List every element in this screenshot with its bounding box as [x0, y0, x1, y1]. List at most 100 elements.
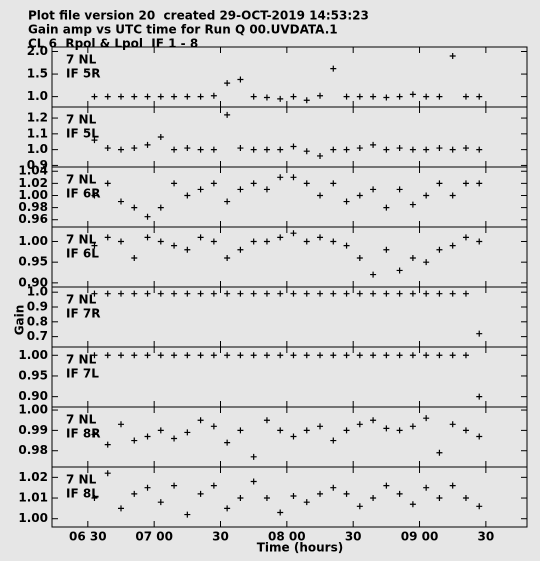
if-label: IF 8R [66, 427, 100, 441]
data-point [263, 94, 270, 101]
data-point [317, 490, 324, 497]
data-point [383, 94, 390, 101]
data-point [476, 93, 483, 100]
data-point [91, 242, 98, 249]
data-point [157, 499, 164, 506]
y-tick-label: 0.98 [18, 443, 48, 457]
data-point [449, 290, 456, 297]
data-point [144, 213, 151, 220]
data-point [317, 192, 324, 199]
y-tick-label: 1.01 [18, 491, 48, 505]
data-point [144, 141, 151, 148]
data-point [330, 484, 337, 491]
data-point [290, 174, 297, 181]
data-point [409, 91, 416, 98]
data-point [462, 290, 469, 297]
data-point [277, 352, 284, 359]
data-point [197, 352, 204, 359]
y-tick-label: 0.90 [18, 389, 48, 403]
data-point [237, 290, 244, 297]
data-point [131, 490, 138, 497]
data-point [303, 97, 310, 104]
data-point [290, 352, 297, 359]
y-tick-label: 1.5 [27, 67, 48, 81]
data-point [250, 146, 257, 153]
data-point [224, 111, 231, 118]
data-point [396, 290, 403, 297]
data-point [423, 259, 430, 266]
data-point [423, 484, 430, 491]
data-point [436, 290, 443, 297]
y-tick-label: 1.0 [27, 142, 48, 156]
data-point [91, 495, 98, 502]
data-point [330, 352, 337, 359]
data-point [317, 92, 324, 99]
if-label: IF 6L [66, 247, 99, 261]
data-point [91, 137, 98, 144]
data-point [449, 242, 456, 249]
data-point [131, 93, 138, 100]
data-point [436, 180, 443, 187]
data-point [343, 198, 350, 205]
data-point [237, 427, 244, 434]
data-point [436, 246, 443, 253]
y-tick-label: 1.2 [27, 111, 48, 125]
data-point [436, 93, 443, 100]
if-label: IF 8L [66, 487, 99, 501]
data-point [210, 92, 217, 99]
y-tick-label: 1.00 [18, 403, 48, 417]
data-point [476, 433, 483, 440]
data-point [423, 93, 430, 100]
data-point [237, 186, 244, 193]
data-point [476, 146, 483, 153]
data-point [224, 255, 231, 262]
data-point [343, 146, 350, 153]
data-point [171, 290, 178, 297]
data-point [449, 421, 456, 428]
data-point [356, 290, 363, 297]
y-tick-label: 0.8 [27, 314, 48, 328]
antenna-label: 7 NL [66, 53, 97, 67]
data-point [184, 511, 191, 518]
data-point [356, 192, 363, 199]
data-point [184, 93, 191, 100]
data-point [131, 290, 138, 297]
data-point [171, 482, 178, 489]
data-point [356, 255, 363, 262]
antenna-label: 7 NL [66, 173, 97, 187]
data-point [396, 427, 403, 434]
data-point [409, 255, 416, 262]
data-point [383, 482, 390, 489]
data-point [144, 433, 151, 440]
data-point [476, 330, 483, 337]
data-point [317, 152, 324, 159]
data-point [462, 427, 469, 434]
data-point [449, 482, 456, 489]
data-point [263, 186, 270, 193]
data-point [224, 505, 231, 512]
data-point [263, 417, 270, 424]
y-tick-label: 0.7 [27, 329, 48, 343]
data-point [210, 238, 217, 245]
if-label: IF 7R [66, 307, 100, 321]
data-point [131, 437, 138, 444]
antenna-label: 7 NL [66, 473, 97, 487]
data-point [277, 234, 284, 241]
y-tick-label: 0.96 [18, 212, 48, 226]
x-tick-label: 08 00 [268, 530, 306, 544]
data-point [383, 425, 390, 432]
data-point [104, 93, 111, 100]
data-point [277, 95, 284, 102]
data-point [117, 352, 124, 359]
data-point [263, 146, 270, 153]
data-point [396, 93, 403, 100]
data-point [263, 495, 270, 502]
data-point [171, 93, 178, 100]
data-point [277, 427, 284, 434]
data-point [370, 93, 377, 100]
data-point [144, 352, 151, 359]
data-point [423, 290, 430, 297]
data-point [330, 437, 337, 444]
y-axis-label: Gain [13, 305, 27, 336]
